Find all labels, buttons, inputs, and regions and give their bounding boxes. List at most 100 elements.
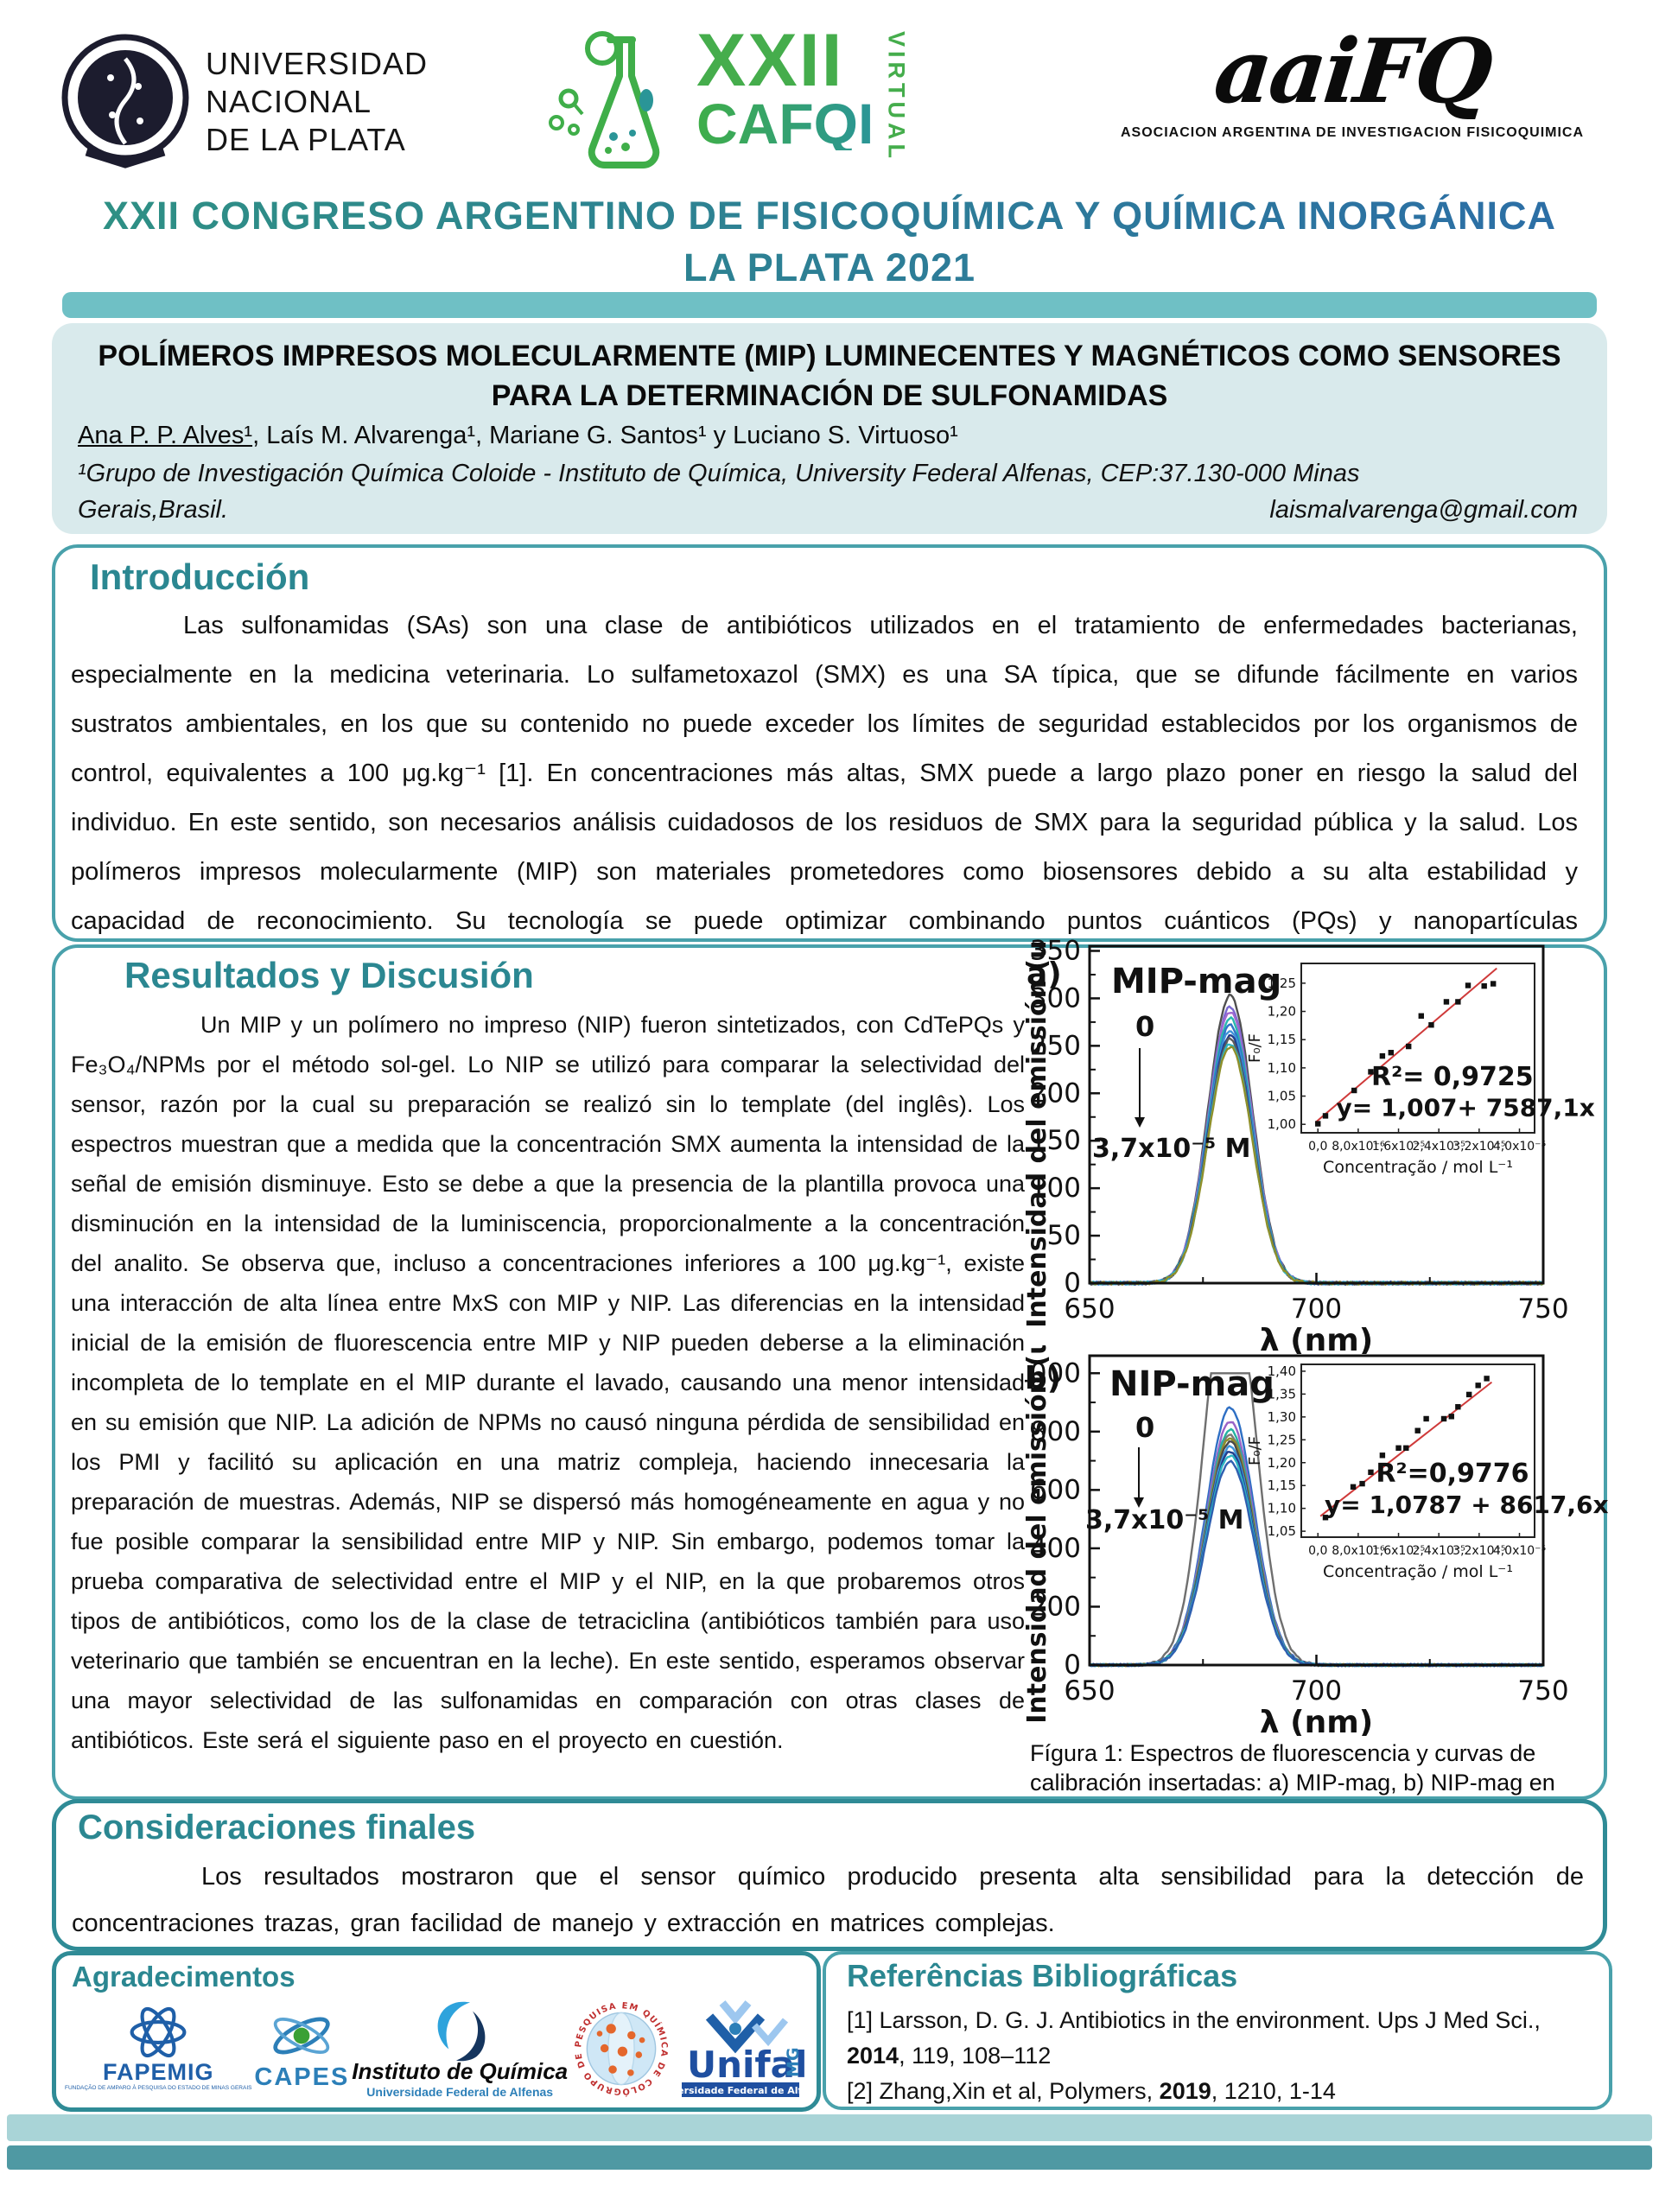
unifal-label: Unifal <box>687 2044 804 2086</box>
sponsor-logos-row: FAPEMIG FUNDAÇÃO DE AMPARO À PESQUISA DO… <box>65 1995 804 2102</box>
svg-text:1,40: 1,40 <box>1268 1363 1296 1379</box>
bottom-bar-light <box>7 2114 1652 2141</box>
unifal-logo: Unifal MG Universidade Federal de Alfena… <box>675 1998 804 2100</box>
svg-text:1,05: 1,05 <box>1268 1089 1296 1104</box>
svg-text:MIP-mag: MIP-mag <box>1111 962 1281 1001</box>
final-panel: Consideraciones finales Los resultados m… <box>52 1799 1607 1951</box>
svg-text:150: 150 <box>1030 1125 1081 1156</box>
svg-text:3,2x10⁻⁵: 3,2x10⁻⁵ <box>1452 1544 1505 1558</box>
ref2-year: 2019 <box>1159 2078 1211 2104</box>
svg-text:3,7x10⁻⁵ M: 3,7x10⁻⁵ M <box>1092 1134 1251 1164</box>
capes-logo: CAPES <box>254 2008 349 2090</box>
svg-text:8,0x10⁻⁶: 8,0x10⁻⁶ <box>1332 1544 1385 1558</box>
fluorescence-chart-nip-mag: 650 700 750 0 200 400 600 800 1000 λ (nm) Intensid… <box>1013 1297 1612 1740</box>
svg-text:2,4x10⁻⁵: 2,4x10⁻⁵ <box>1413 1140 1465 1154</box>
svg-text:800: 800 <box>1030 1416 1081 1447</box>
svg-text:R²=0,9776: R²=0,9776 <box>1376 1459 1529 1489</box>
svg-text:F₀/F: F₀/F <box>1246 1033 1264 1063</box>
svg-text:250: 250 <box>1030 1030 1081 1061</box>
svg-text:0: 0 <box>1135 1411 1154 1444</box>
aaifq-subtitle: ASOCIACION ARGENTINA DE INVESTIGACION FI… <box>1120 125 1585 141</box>
authors-rest: , Laís M. Alvarenga¹, Mariane G. Santos¹… <box>252 422 958 449</box>
affiliation-line2: Gerais,Brasil. <box>78 496 229 524</box>
svg-text:0: 0 <box>1064 1268 1081 1299</box>
congress-title-line2: LA PLATA 2021 <box>0 245 1659 290</box>
author-underlined: Ana P. P. Alves¹ <box>78 422 253 449</box>
unlp-line2: NACIONAL <box>206 84 372 120</box>
ref1-pages: , 119, 108–112 <box>899 2043 1052 2069</box>
grupo-coloides-icon: GRUPO DE PESQUISA EM QUÍMICA DE COLÓIDES… <box>570 1998 671 2099</box>
svg-text:0,0: 0,0 <box>1308 1544 1327 1558</box>
svg-text:Intensidad del emissión (u.a): Intensidad del emissión (u.a) <box>1025 1345 1052 1724</box>
ref2-text: [2] Zhang,Xin et al, Polymers, <box>847 2078 1160 2104</box>
svg-text:Concentração / mol L⁻¹: Concentração / mol L⁻¹ <box>1323 1158 1513 1177</box>
results-panel: Resultados y Discusión Un MIP y un polím… <box>52 901 1609 1825</box>
cafqi-virtual-label: VIRTUAL <box>883 31 910 162</box>
svg-text:400: 400 <box>1030 1533 1081 1564</box>
fapemig-caption: FUNDAÇÃO DE AMPARO À PESQUISA DO ESTADO … <box>65 2085 252 2092</box>
intro-panel: Introducción Las sulfonamidas (SAs) son … <box>52 544 1607 1033</box>
references-list: [1] Larsson, D. G. J. Antibiotics in the… <box>847 2003 1581 2109</box>
svg-text:1,25: 1,25 <box>1268 976 1296 991</box>
capes-swirl-icon <box>273 2017 330 2054</box>
unlp-line3: DE LA PLATA <box>206 121 406 157</box>
svg-text:1,6x10⁻⁵: 1,6x10⁻⁵ <box>1372 1544 1425 1558</box>
cafqi-xxii: XXII <box>696 19 844 102</box>
svg-text:b): b) <box>1025 1361 1061 1396</box>
svg-text:1,00: 1,00 <box>1268 1116 1296 1132</box>
svg-text:50: 50 <box>1047 1220 1081 1251</box>
svg-text:0,0: 0,0 <box>1308 1140 1327 1154</box>
acknowledgements-panel: Agradecimentos FAPEMIG FUNDAÇÃO DE AMPAR… <box>52 1951 821 2112</box>
unifal-mg: MG <box>784 2047 803 2077</box>
svg-text:2,4x10⁻⁵: 2,4x10⁻⁵ <box>1413 1544 1465 1558</box>
title-panel: POLÍMEROS IMPRESOS MOLECULARMENTE (MIP) … <box>52 323 1607 534</box>
affiliation-row: Gerais,Brasil. laismalvarenga@gmail.com <box>78 496 1578 524</box>
unifal-mark-icon: Unifal MG Universidade Federal de Alfena… <box>675 2000 804 2097</box>
svg-text:1,30: 1,30 <box>1268 1409 1296 1425</box>
flask-icon <box>549 31 660 168</box>
fluorescence-chart-mip-mag: 650 700 750 0 50 100 150 200 250 300 350 λ (nm) Inte… <box>1022 901 1612 1358</box>
svg-text:1,6x10⁻⁵: 1,6x10⁻⁵ <box>1372 1140 1425 1154</box>
svg-text:1,20: 1,20 <box>1268 1004 1296 1020</box>
svg-text:200: 200 <box>1030 1591 1081 1622</box>
poster-title-line2: PARA LA DETERMINACIÓN DE SULFONAMIDAS <box>491 378 1168 412</box>
ref1-text: [1] Larsson, D. G. J. Antibiotics in the… <box>847 2007 1541 2033</box>
cafqi-wordmark: XXII CAFQI <box>696 19 874 151</box>
congress-title-line1: XXII CONGRESO ARGENTINO DE FISICOQUÍMICA… <box>0 194 1659 238</box>
svg-text:1,35: 1,35 <box>1268 1386 1296 1402</box>
iq-name: Instituto de Química <box>352 2057 569 2084</box>
fapemig-label: FAPEMIG <box>102 2059 214 2086</box>
fapemig-knot-icon <box>130 2007 187 2058</box>
reference-item: [2] Zhang,Xin et al, Polymers, 2019, 121… <box>847 2074 1581 2109</box>
poster-title: POLÍMEROS IMPRESOS MOLECULARMENTE (MIP) … <box>52 337 1607 416</box>
svg-text:3,2x10⁻⁵: 3,2x10⁻⁵ <box>1452 1140 1505 1154</box>
ref1-year: 2014 <box>847 2043 899 2069</box>
svg-text:700: 700 <box>1291 1675 1342 1707</box>
svg-text:R²= 0,9725: R²= 0,9725 <box>1371 1062 1534 1092</box>
svg-text:4,0x10⁻⁵: 4,0x10⁻⁵ <box>1493 1544 1546 1558</box>
aaifq-logo: aaiFQ ASOCIACION ARGENTINA DE INVESTIGAC… <box>1106 20 1599 141</box>
svg-text:y= 1,0787 + 8617,6x: y= 1,0787 + 8617,6x <box>1325 1491 1609 1519</box>
svg-text:3,7x10⁻⁵ M: 3,7x10⁻⁵ M <box>1085 1505 1244 1535</box>
svg-text:F₀/F: F₀/F <box>1246 1436 1264 1465</box>
final-heading: Consideraciones finales <box>78 1808 476 1847</box>
svg-text:750: 750 <box>1517 1675 1568 1707</box>
reference-item: [1] Larsson, D. G. J. Antibiotics in the… <box>847 2003 1581 2074</box>
svg-text:λ (nm): λ (nm) <box>1260 1323 1373 1354</box>
svg-text:4,0x10⁻⁵: 4,0x10⁻⁵ <box>1493 1140 1546 1154</box>
unlp-line1: UNIVERSIDAD <box>206 46 429 82</box>
affiliation-line1: ¹Grupo de Investigación Química Coloide … <box>78 460 1360 487</box>
svg-text:y= 1,007+ 7587,1x: y= 1,007+ 7587,1x <box>1337 1093 1595 1122</box>
svg-text:λ (nm): λ (nm) <box>1260 1705 1373 1736</box>
svg-text:650: 650 <box>1064 1294 1115 1325</box>
svg-text:a): a) <box>1027 957 1062 992</box>
acknowledgements-heading: Agradecimentos <box>72 1961 296 1993</box>
svg-text:350: 350 <box>1030 939 1081 966</box>
results-paragraph: Un MIP y un polímero no impreso (NIP) fu… <box>71 1012 1025 1753</box>
svg-text:300: 300 <box>1030 982 1081 1014</box>
svg-text:1,05: 1,05 <box>1268 1523 1296 1539</box>
final-paragraph: Los resultados mostraron que el sensor q… <box>72 1863 1584 1937</box>
svg-text:200: 200 <box>1030 1077 1081 1109</box>
fapemig-logo: FAPEMIG FUNDAÇÃO DE AMPARO À PESQUISA DO… <box>65 2005 251 2092</box>
